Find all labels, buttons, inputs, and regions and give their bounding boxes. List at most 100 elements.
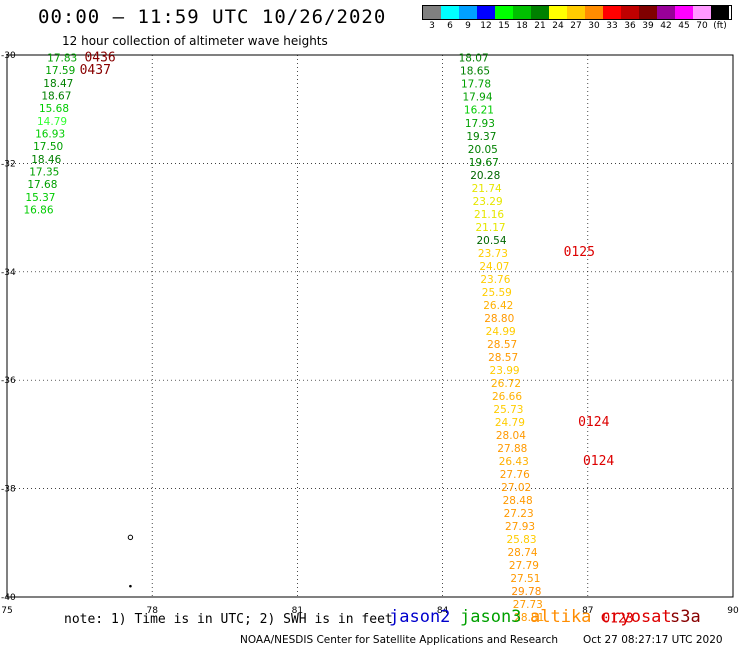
legend-label: (ft) — [713, 21, 727, 31]
x-tick-label: 75 — [1, 606, 12, 616]
swh-value-label: 20.05 — [468, 144, 498, 156]
time-label: 0436 — [84, 51, 115, 66]
legend-labels: 3 6 9 12 15 18 21 24 27 30 33 36 39 42 45 70 (ft) — [422, 20, 732, 32]
page-title: 00:00 – 11:59 UTC 10/26/2020 — [38, 6, 387, 28]
swh-value-label: 16.86 — [23, 204, 53, 216]
swh-value-label: 18.67 — [41, 91, 71, 103]
swh-value-label: 23.73 — [478, 248, 508, 260]
y-tick-label: -38 — [1, 485, 16, 495]
legend-label: 27 — [570, 21, 582, 31]
swh-value-label: 28.80 — [484, 313, 514, 325]
legend-swatch — [513, 6, 531, 19]
swh-value-label: 26.66 — [492, 391, 522, 403]
y-tick-label: -30 — [1, 51, 16, 61]
legend-label: 21 — [534, 21, 546, 31]
legend-swatch — [423, 6, 441, 19]
legend-label: 36 — [624, 21, 636, 31]
swh-value-label: 28.57 — [488, 352, 518, 364]
swh-value-label: 29.78 — [511, 586, 541, 598]
swh-value-label: 19.67 — [469, 157, 499, 169]
swh-value-label: 26.42 — [483, 300, 513, 312]
page-subtitle: 12 hour collection of altimeter wave hei… — [62, 34, 328, 48]
legend-label: 12 — [480, 21, 492, 31]
swh-value-label: 15.37 — [25, 192, 55, 204]
swh-value-label: 27.51 — [510, 573, 540, 585]
legend-label: 3 — [429, 21, 435, 31]
time-label: 0437 — [80, 63, 111, 78]
swh-value-label: 26.43 — [499, 456, 529, 468]
legend-label: 42 — [660, 21, 672, 31]
swh-value-label: 24.99 — [486, 326, 516, 338]
footer-credit: NOAA/NESDIS Center for Satellite Applica… — [240, 634, 558, 646]
legend-swatch — [675, 6, 693, 19]
swh-value-label: 27.79 — [509, 560, 539, 572]
legend-swatch — [441, 6, 459, 19]
legend-label: 70 — [696, 21, 708, 31]
swh-value-label: 20.28 — [470, 170, 500, 182]
swh-value-label: 18.46 — [31, 154, 61, 166]
legend-swatch — [603, 6, 621, 19]
legend-swatch — [531, 6, 549, 19]
swh-value-label: 17.59 — [45, 65, 75, 77]
swh-value-label: 21.16 — [474, 209, 504, 221]
legend-swatch — [459, 6, 477, 19]
swh-value-label: 25.83 — [506, 534, 536, 546]
swh-value-label: 24.07 — [479, 261, 509, 273]
legend-swatch — [477, 6, 495, 19]
time-label: 0124 — [583, 454, 614, 469]
legend-label: 45 — [678, 21, 690, 31]
x-tick-label: 78 — [146, 606, 158, 616]
swh-value-label: 15.68 — [39, 103, 69, 115]
legend-label: 6 — [447, 21, 453, 31]
satellite-jason2: jason2 — [389, 607, 451, 627]
swh-value-label: 19.37 — [466, 131, 496, 143]
swh-value-label: 27.76 — [500, 469, 530, 481]
swh-value-label: 28.81 — [514, 612, 544, 624]
legend-swatch — [549, 6, 567, 19]
swh-value-label: 27.73 — [513, 599, 543, 611]
time-label: 0125 — [564, 245, 595, 260]
color-legend: 3 6 9 12 15 18 21 24 27 30 33 36 39 42 45 70 (ft) — [422, 5, 732, 32]
legend-swatch — [585, 6, 603, 19]
swh-value-label: 25.59 — [482, 287, 512, 299]
swh-value-label: 14.79 — [37, 116, 67, 128]
x-tick-label: 81 — [292, 606, 303, 616]
time-label: 0123 — [602, 612, 633, 627]
swh-value-label: 25.73 — [493, 404, 523, 416]
x-tick-label: 90 — [727, 606, 739, 616]
legend-label: 24 — [552, 21, 564, 31]
y-tick-label: -34 — [1, 268, 16, 278]
note-text: note: 1) Time is in UTC; 2) SWH is in fe… — [64, 612, 393, 627]
x-tick-label: 84 — [437, 606, 449, 616]
legend-swatch — [567, 6, 585, 19]
legend-swatch — [693, 6, 711, 19]
swh-value-label: 17.94 — [462, 92, 492, 104]
swh-value-label: 27.88 — [497, 443, 527, 455]
swh-value-label: 17.93 — [465, 118, 495, 130]
swh-value-label: 23.29 — [473, 196, 503, 208]
y-tick-label: -40 — [1, 593, 16, 603]
satellite-altika: altika — [530, 607, 592, 627]
swh-value-label: 26.72 — [491, 378, 521, 390]
legend-label: 33 — [606, 21, 618, 31]
swh-value-label: 27.23 — [504, 508, 534, 520]
time-label: 0124 — [578, 415, 609, 430]
y-tick-label: -32 — [1, 159, 16, 169]
track-marker — [129, 584, 132, 588]
swh-value-label: 21.17 — [476, 222, 506, 234]
swh-value-label: 16.21 — [464, 105, 494, 117]
legend-label: 39 — [642, 21, 654, 31]
track-marker — [127, 534, 134, 541]
swh-value-label: 23.76 — [480, 274, 510, 286]
legend-label: 15 — [498, 21, 510, 31]
swh-value-label: 18.47 — [43, 78, 73, 90]
legend-label: 30 — [588, 21, 600, 31]
swh-value-label: 17.83 — [47, 53, 77, 65]
swh-value-label: 27.02 — [501, 482, 531, 494]
swh-value-label: 18.65 — [460, 66, 490, 78]
legend-swatches — [422, 5, 732, 20]
swh-value-label: 28.48 — [503, 495, 533, 507]
x-tick-label: 87 — [582, 606, 593, 616]
satellite-s3a: s3a — [670, 607, 701, 627]
